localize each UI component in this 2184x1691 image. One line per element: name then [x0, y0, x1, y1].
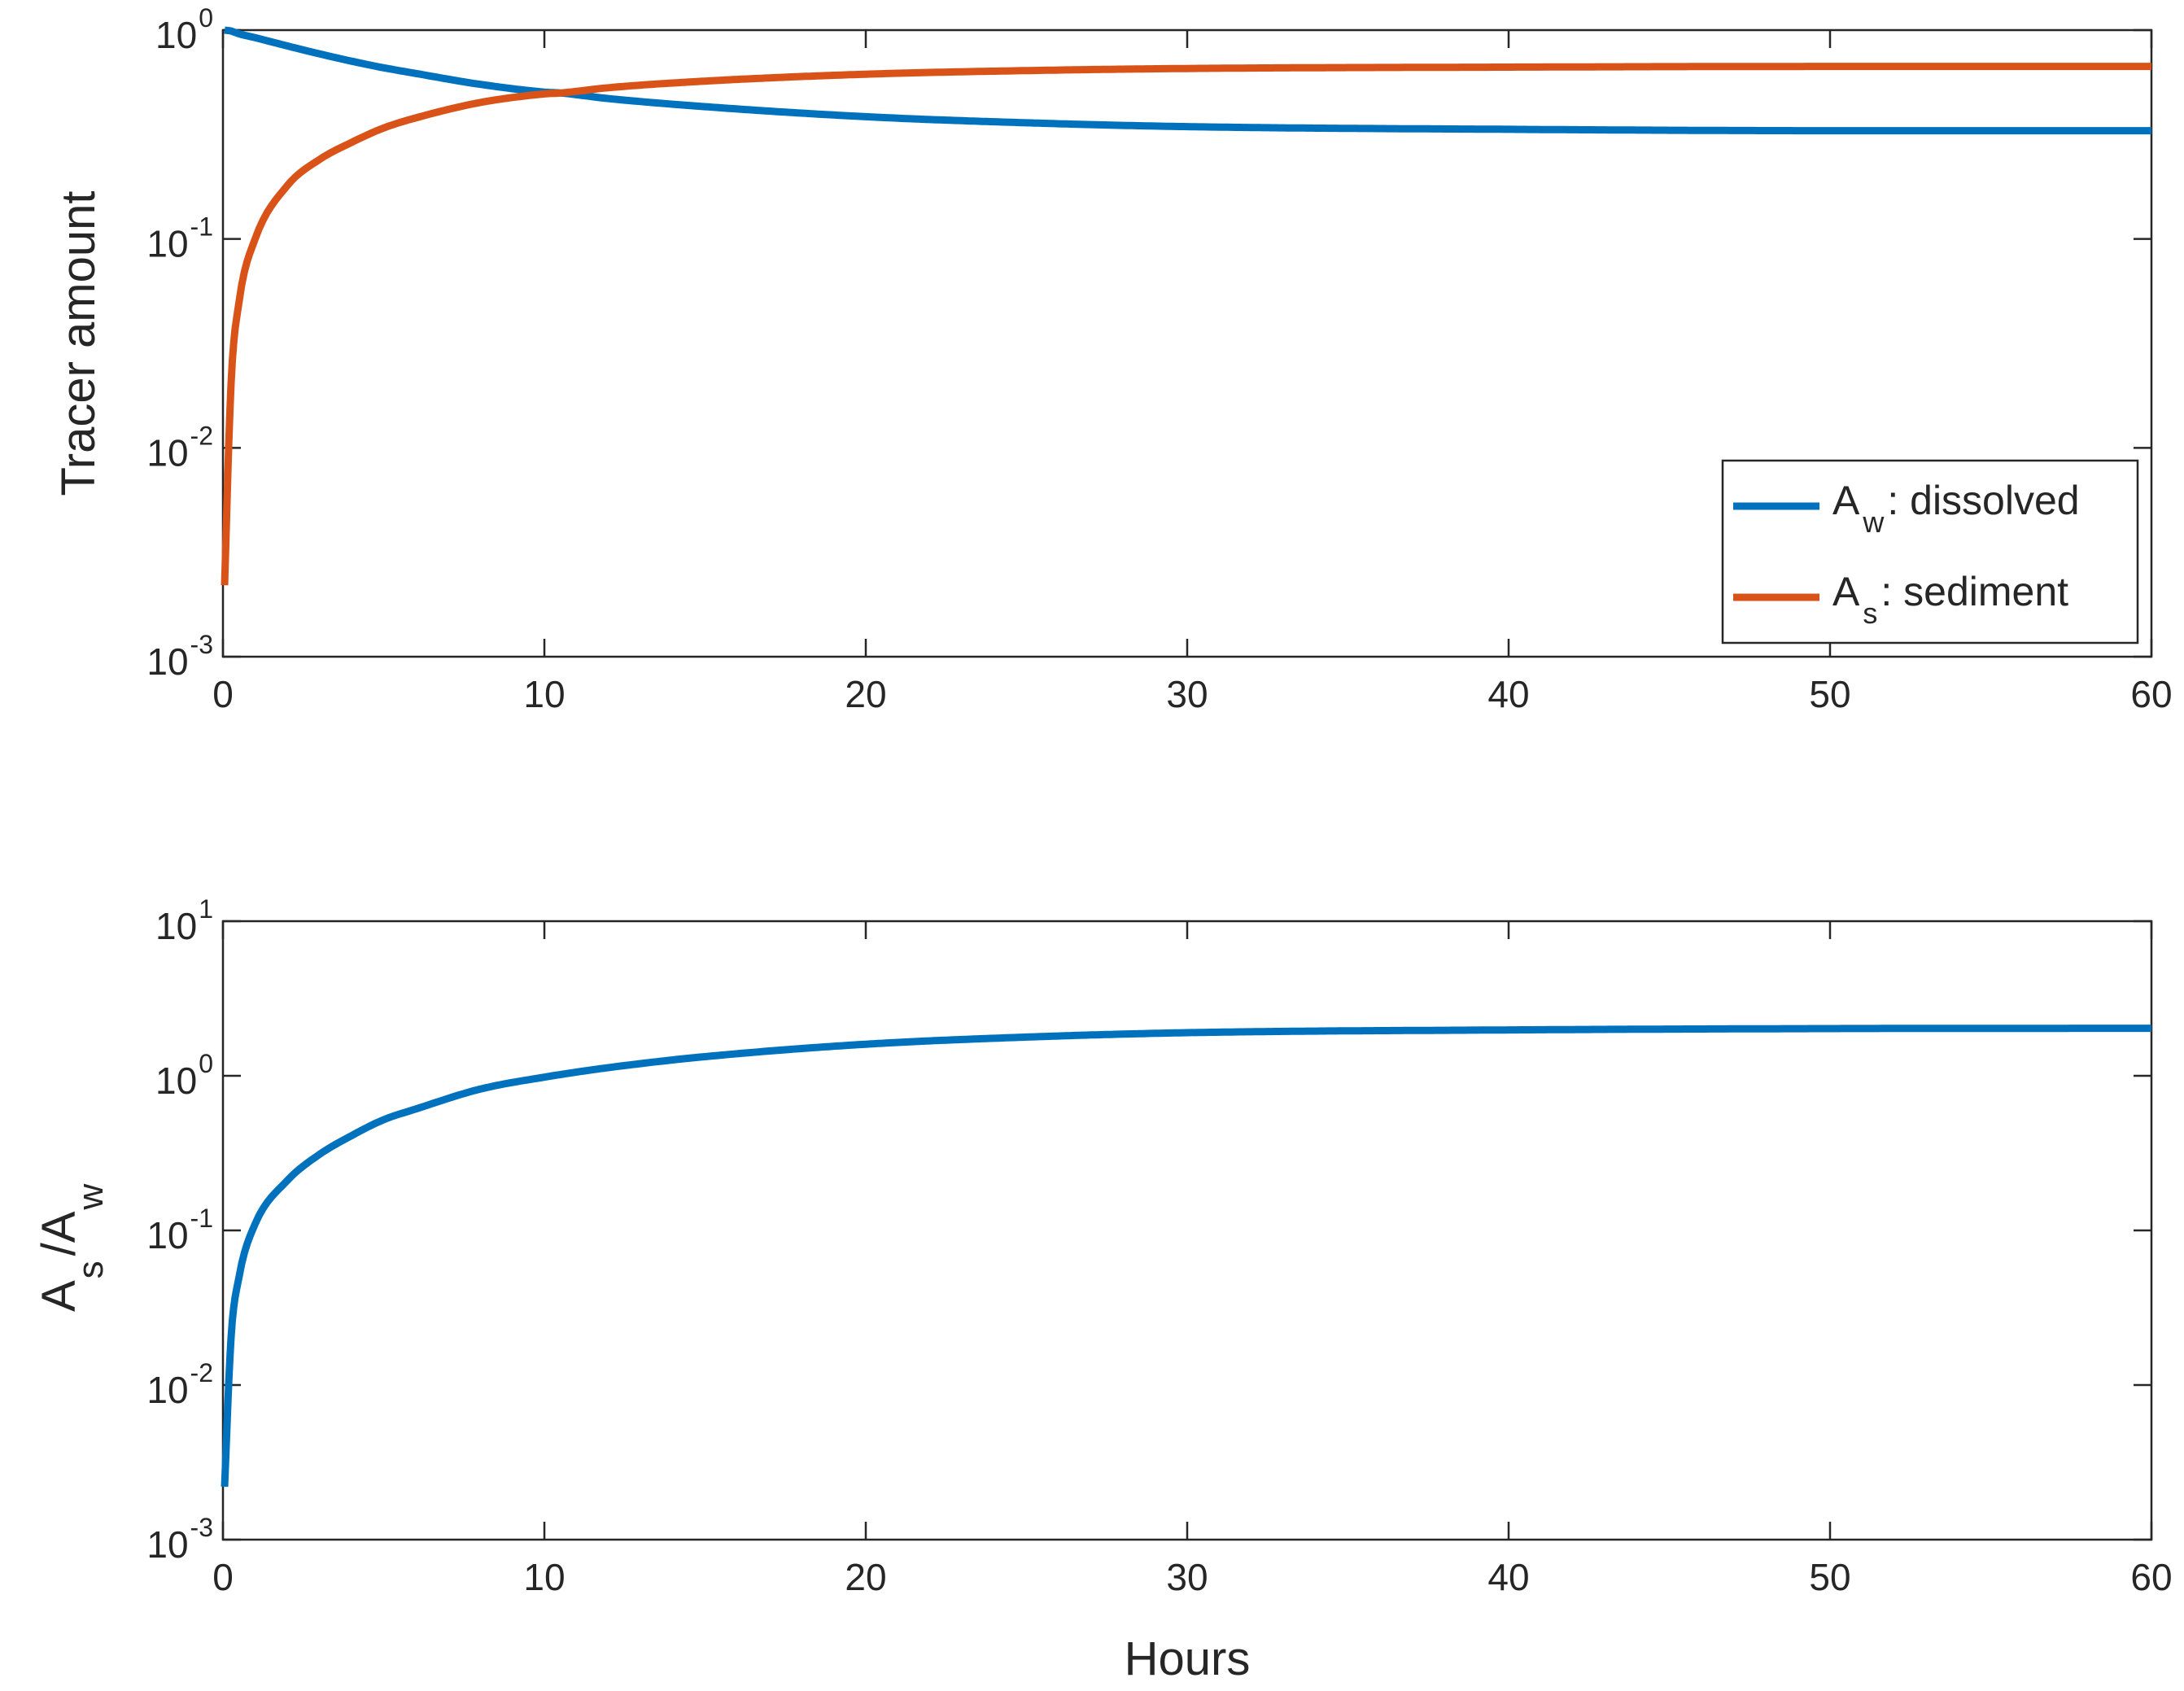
tick-exponent: -2 [190, 1358, 213, 1387]
tick-base: 10 [155, 905, 197, 947]
tick-base: 10 [155, 1060, 197, 1102]
top-y-tick-label: 10-2 [146, 421, 213, 474]
bottom-x-tick-label: 40 [1487, 1556, 1529, 1598]
bottom-x-tick-label: 60 [2130, 1556, 2172, 1598]
bottom-x-tick-label: 20 [845, 1556, 886, 1598]
top-x-tick-label: 30 [1166, 673, 1208, 715]
tick-base: 10 [146, 431, 188, 474]
top-x-tick-label: 0 [212, 673, 234, 715]
bottom-x-tick-label: 0 [212, 1556, 234, 1598]
bottom-x-tick-label: 10 [523, 1556, 565, 1598]
top-x-tick-label: 20 [845, 673, 886, 715]
tick-exponent: 0 [199, 3, 213, 33]
top-series [221, 26, 2151, 586]
legend-box [1721, 459, 2139, 645]
top-x-tick-label: 40 [1487, 673, 1529, 715]
legend-dissolved-sub: w [1862, 505, 1885, 539]
bottom-y-axis-label: As/Aw [33, 1184, 111, 1313]
tick-exponent: -2 [190, 421, 213, 450]
ratio-label-sub-w: w [71, 1184, 111, 1211]
top-x-tick-label: 60 [2130, 673, 2172, 715]
bottom-series [221, 1025, 2151, 1488]
ratio-label-sub-s: s [71, 1261, 111, 1278]
top-y-tick-label: 100 [155, 3, 213, 56]
tick-exponent: 1 [199, 894, 213, 924]
legend-sediment-sub: s [1863, 596, 1877, 630]
bottom-y-tick-label: 10-1 [146, 1204, 213, 1256]
tick-base: 10 [146, 1523, 188, 1566]
top-y-tick-label: 10-1 [146, 212, 213, 265]
legend-dissolved-main: A [1832, 478, 1860, 523]
top-y-tick-label: 10-3 [146, 630, 213, 683]
legend-sediment-main: A [1832, 569, 1860, 614]
top-x-tick-label: 50 [1809, 673, 1850, 715]
bottom-x-tick-label: 30 [1166, 1556, 1208, 1598]
bottom-y-tick-label: 100 [155, 1049, 213, 1102]
bottom-plot-area [221, 920, 2153, 1541]
tick-exponent: -1 [190, 212, 213, 242]
tick-base: 10 [146, 1369, 188, 1411]
ratio-label-main: A [33, 1280, 85, 1312]
top-x-tick-label: 10 [523, 673, 565, 715]
tick-exponent: -3 [190, 1513, 213, 1542]
bottom-y-tick-label: 101 [155, 894, 213, 947]
bottom-series-line-0 [221, 1025, 2151, 1488]
top-series-sediment [221, 63, 2151, 586]
legend-dissolved-suffix: : dissolved [1887, 478, 2079, 523]
tick-base: 10 [146, 1214, 188, 1256]
ratio-label-mid: /A [33, 1211, 85, 1256]
tick-exponent: -1 [190, 1204, 213, 1233]
tick-base: 10 [146, 640, 188, 683]
bottom-x-tick-label: 50 [1809, 1556, 1850, 1598]
legend-sediment-suffix: : sediment [1880, 569, 2068, 614]
x-axis-label: Hours [1125, 1632, 1251, 1685]
tick-base: 10 [146, 223, 188, 265]
bottom-y-tick-label: 10-2 [146, 1358, 213, 1411]
top-series-dissolved [221, 26, 2151, 135]
tick-base: 10 [155, 14, 197, 56]
tick-exponent: -3 [190, 630, 213, 659]
tick-exponent: 0 [199, 1049, 213, 1078]
top-y-axis-label: Tracer amount [52, 191, 105, 496]
bottom-y-tick-label: 10-3 [146, 1513, 213, 1566]
